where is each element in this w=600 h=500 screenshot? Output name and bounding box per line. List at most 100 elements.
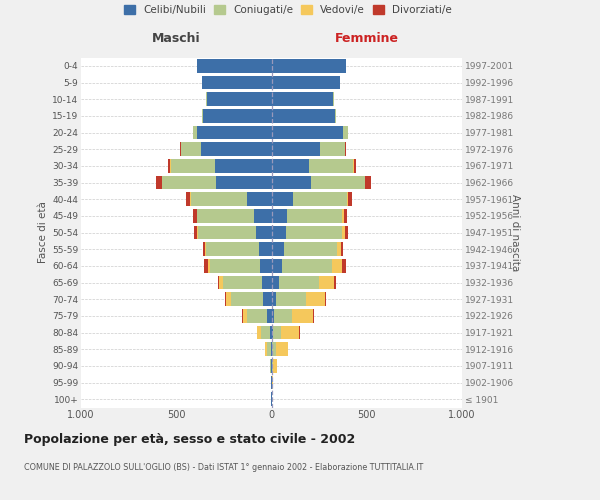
Bar xyxy=(247,309,267,322)
Bar xyxy=(265,342,267,356)
Bar xyxy=(271,326,274,340)
Bar xyxy=(274,359,277,372)
Bar xyxy=(365,176,371,190)
Text: COMUNE DI PALAZZOLO SULL'OGLIO (BS) - Dati ISTAT 1° gennaio 2002 - Elaborazione : COMUNE DI PALAZZOLO SULL'OGLIO (BS) - Da… xyxy=(24,462,423,471)
Bar xyxy=(320,142,345,156)
Bar xyxy=(271,159,308,172)
Bar xyxy=(274,309,292,322)
Bar xyxy=(335,109,336,122)
Bar xyxy=(271,359,272,372)
Bar xyxy=(306,292,325,306)
Bar xyxy=(281,326,299,340)
Bar xyxy=(201,142,271,156)
Bar xyxy=(276,292,306,306)
Bar xyxy=(262,276,271,289)
Bar xyxy=(313,309,314,322)
Text: Maschi: Maschi xyxy=(152,32,200,45)
Bar xyxy=(341,242,343,256)
Bar xyxy=(286,226,342,239)
Bar xyxy=(293,192,347,206)
Text: Femmine: Femmine xyxy=(335,32,399,45)
Bar xyxy=(168,159,170,172)
Bar xyxy=(215,159,271,172)
Bar xyxy=(197,226,198,239)
Bar xyxy=(181,142,201,156)
Bar xyxy=(208,259,209,272)
Bar xyxy=(271,176,311,190)
Bar xyxy=(348,192,352,206)
Bar xyxy=(311,176,365,190)
Bar xyxy=(203,242,205,256)
Bar xyxy=(271,109,335,122)
Bar xyxy=(254,209,271,222)
Bar xyxy=(271,259,282,272)
Bar xyxy=(271,192,293,206)
Bar xyxy=(284,242,337,256)
Bar xyxy=(247,192,271,206)
Bar xyxy=(206,242,259,256)
Bar xyxy=(271,92,334,106)
Bar xyxy=(271,226,286,239)
Bar xyxy=(308,159,353,172)
Bar xyxy=(203,109,271,122)
Bar xyxy=(193,209,197,222)
Bar xyxy=(205,242,206,256)
Bar xyxy=(180,142,181,156)
Bar xyxy=(271,342,272,356)
Bar xyxy=(354,159,356,172)
Bar xyxy=(332,259,342,272)
Bar xyxy=(267,309,271,322)
Bar xyxy=(269,326,271,340)
Bar xyxy=(271,126,343,140)
Bar xyxy=(198,226,256,239)
Bar xyxy=(204,259,208,272)
Bar xyxy=(156,176,161,190)
Bar xyxy=(202,76,271,90)
Legend: Celibi/Nubili, Coniugati/e, Vedovi/e, Divorziati/e: Celibi/Nubili, Coniugati/e, Vedovi/e, Di… xyxy=(122,2,454,17)
Bar xyxy=(272,359,274,372)
Bar xyxy=(187,192,190,206)
Bar xyxy=(261,326,269,340)
Bar xyxy=(342,209,344,222)
Bar xyxy=(226,292,232,306)
Bar xyxy=(191,192,247,206)
Bar xyxy=(287,209,342,222)
Bar xyxy=(263,292,271,306)
Bar xyxy=(193,126,197,140)
Bar xyxy=(342,259,346,272)
Bar xyxy=(271,242,284,256)
Bar xyxy=(197,59,271,72)
Bar xyxy=(271,76,340,90)
Bar xyxy=(271,292,276,306)
Bar xyxy=(271,59,346,72)
Y-axis label: Fasce di età: Fasce di età xyxy=(38,202,48,264)
Bar xyxy=(319,276,334,289)
Bar xyxy=(232,292,263,306)
Bar xyxy=(223,276,262,289)
Bar xyxy=(197,209,254,222)
Bar xyxy=(347,192,348,206)
Bar xyxy=(276,342,287,356)
Bar xyxy=(282,259,332,272)
Bar xyxy=(325,292,326,306)
Bar xyxy=(259,242,271,256)
Bar xyxy=(274,326,281,340)
Bar xyxy=(257,326,261,340)
Bar xyxy=(279,276,319,289)
Bar xyxy=(218,276,219,289)
Bar xyxy=(225,292,226,306)
Bar xyxy=(272,342,276,356)
Bar xyxy=(256,226,271,239)
Bar xyxy=(271,276,279,289)
Bar xyxy=(271,142,320,156)
Bar xyxy=(202,109,203,122)
Bar xyxy=(260,259,271,272)
Bar xyxy=(345,226,348,239)
Bar xyxy=(345,142,346,156)
Bar xyxy=(344,209,347,222)
Bar xyxy=(292,309,313,322)
Bar xyxy=(170,159,215,172)
Bar xyxy=(272,376,273,390)
Bar xyxy=(216,176,271,190)
Bar xyxy=(342,226,345,239)
